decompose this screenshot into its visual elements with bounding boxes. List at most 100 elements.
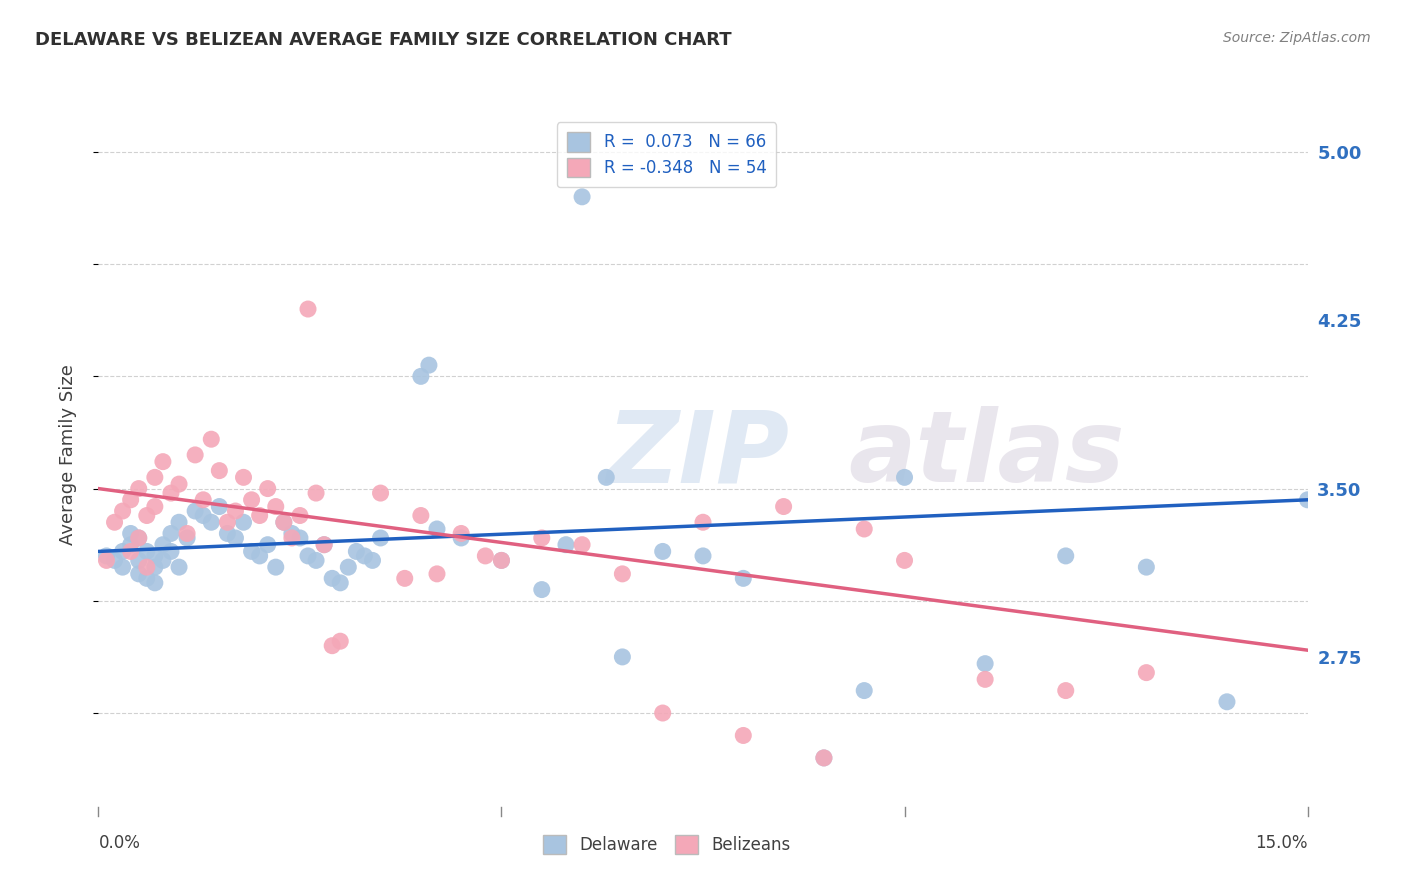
Point xyxy=(256,538,278,552)
Point xyxy=(491,553,513,567)
Point xyxy=(474,549,496,563)
Point xyxy=(813,751,835,765)
Point xyxy=(692,549,714,563)
Text: ZIP: ZIP xyxy=(606,407,789,503)
Point xyxy=(273,515,295,529)
Point xyxy=(321,639,343,653)
Point xyxy=(1296,492,1319,507)
Point xyxy=(370,531,392,545)
Text: atlas: atlas xyxy=(848,407,1125,503)
Point xyxy=(128,531,150,545)
Point xyxy=(273,515,295,529)
Point xyxy=(1054,549,1077,563)
Point xyxy=(143,500,166,514)
Point xyxy=(103,553,125,567)
Point xyxy=(176,526,198,541)
Point xyxy=(305,553,328,567)
Point xyxy=(353,549,375,563)
Point xyxy=(96,549,118,563)
Point xyxy=(853,683,876,698)
Point xyxy=(160,544,183,558)
Point xyxy=(426,522,449,536)
Point xyxy=(193,492,215,507)
Point xyxy=(974,673,997,687)
Point xyxy=(288,508,311,523)
Point xyxy=(418,358,440,372)
Point xyxy=(409,369,432,384)
Point xyxy=(167,515,190,529)
Point xyxy=(329,575,352,590)
Y-axis label: Average Family Size: Average Family Size xyxy=(59,365,77,545)
Point xyxy=(555,538,578,552)
Point xyxy=(128,566,150,581)
Text: 15.0%: 15.0% xyxy=(1256,834,1308,852)
Point xyxy=(111,544,134,558)
Text: Source: ZipAtlas.com: Source: ZipAtlas.com xyxy=(1223,31,1371,45)
Point xyxy=(314,538,336,552)
Point xyxy=(1135,665,1157,680)
Point xyxy=(184,448,207,462)
Point xyxy=(297,549,319,563)
Point xyxy=(893,470,915,484)
Point xyxy=(128,531,150,545)
Point xyxy=(450,526,472,541)
Point xyxy=(337,560,360,574)
Point xyxy=(143,560,166,574)
Point xyxy=(409,508,432,523)
Point xyxy=(120,538,142,552)
Point xyxy=(103,515,125,529)
Point xyxy=(128,482,150,496)
Point xyxy=(152,553,174,567)
Point xyxy=(135,508,157,523)
Point xyxy=(394,571,416,585)
Point xyxy=(571,190,593,204)
Point xyxy=(184,504,207,518)
Point xyxy=(974,657,997,671)
Point xyxy=(329,634,352,648)
Point xyxy=(651,706,673,720)
Point xyxy=(167,560,190,574)
Point xyxy=(692,515,714,529)
Point xyxy=(264,500,287,514)
Point xyxy=(1054,683,1077,698)
Point xyxy=(249,549,271,563)
Point xyxy=(152,455,174,469)
Point xyxy=(232,515,254,529)
Point xyxy=(281,526,304,541)
Point xyxy=(305,486,328,500)
Point xyxy=(160,526,183,541)
Point xyxy=(1216,695,1239,709)
Point xyxy=(208,500,231,514)
Legend: Delaware, Belizeans: Delaware, Belizeans xyxy=(536,828,797,861)
Point xyxy=(120,544,142,558)
Point xyxy=(813,751,835,765)
Point xyxy=(297,301,319,316)
Point xyxy=(612,566,634,581)
Point xyxy=(135,544,157,558)
Point xyxy=(612,649,634,664)
Point xyxy=(224,531,246,545)
Point xyxy=(120,526,142,541)
Point xyxy=(111,560,134,574)
Point xyxy=(128,553,150,567)
Point xyxy=(120,492,142,507)
Point xyxy=(208,464,231,478)
Point xyxy=(152,538,174,552)
Point xyxy=(288,531,311,545)
Point xyxy=(193,508,215,523)
Point xyxy=(200,515,222,529)
Point xyxy=(595,470,617,484)
Point xyxy=(249,508,271,523)
Point xyxy=(167,477,190,491)
Point xyxy=(733,729,755,743)
Point xyxy=(176,531,198,545)
Point xyxy=(143,549,166,563)
Point xyxy=(224,504,246,518)
Point xyxy=(264,560,287,574)
Point xyxy=(344,544,367,558)
Point xyxy=(361,553,384,567)
Point xyxy=(370,486,392,500)
Point xyxy=(143,575,166,590)
Point xyxy=(491,553,513,567)
Point xyxy=(530,582,553,597)
